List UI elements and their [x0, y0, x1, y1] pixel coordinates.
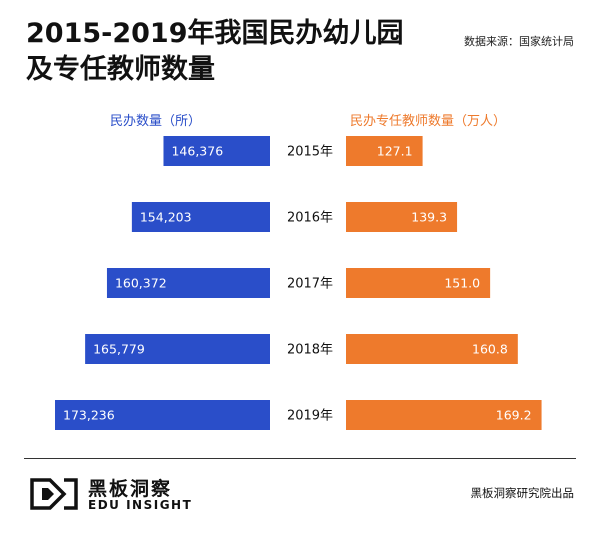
bar-right-4: [346, 400, 542, 430]
bar-right-2: [346, 268, 491, 298]
bar-label-right-0: 127.1: [377, 144, 413, 159]
bar-left-1: [131, 202, 270, 232]
bar-label-right-1: 139.3: [411, 210, 447, 225]
bar-right-3: [346, 334, 518, 364]
bar-label-right-3: 160.8: [472, 342, 508, 357]
bar-right-1: [346, 202, 458, 232]
bar-left-3: [85, 334, 271, 364]
bar-label-left-3: 165,779: [93, 342, 145, 357]
bar-label-left-0: 146,376: [171, 144, 223, 159]
bar-label-left-4: 173,236: [63, 408, 115, 423]
data-source: 数据来源：国家统计局: [464, 35, 574, 48]
credit-text: 黑板洞察研究院出品: [470, 486, 575, 500]
category-label-4: 2019年: [287, 409, 333, 424]
category-label-1: 2016年: [287, 211, 333, 226]
legend-right-series: 民办专任教师数量（万人）: [350, 114, 507, 129]
category-label-3: 2018年: [287, 343, 333, 358]
footer-divider: [24, 458, 576, 459]
title-line-1: 2015-2019年我国民办幼儿园: [26, 18, 404, 49]
bar-left-4: [55, 400, 271, 430]
category-label-2: 2017年: [287, 277, 333, 292]
butterfly-bar-chart: 146,376 2015年 127.1 154,203 2016年 139.3 160,37…: [55, 136, 542, 430]
bar-label-right-4: 169.2: [496, 408, 532, 423]
bar-label-left-1: 154,203: [140, 210, 192, 225]
chart-title: 2015-2019年我国民办幼儿园 及专任教师数量: [26, 16, 426, 88]
brand-name-en: EDU INSIGHT: [88, 498, 193, 512]
bar-left-0: [163, 136, 270, 166]
bar-label-right-2: 151.0: [444, 276, 480, 291]
bar-right-0: [346, 136, 423, 166]
category-label-0: 2015年: [287, 145, 333, 160]
legend-left-series: 民办数量（所）: [110, 114, 202, 129]
title-line-2: 及专任教师数量: [26, 54, 215, 85]
bar-label-left-2: 160,372: [115, 276, 167, 291]
bar-left-2: [106, 268, 270, 298]
edu-insight-logo-icon: [30, 478, 78, 510]
brand-name-cn: 黑板洞察: [88, 478, 173, 500]
